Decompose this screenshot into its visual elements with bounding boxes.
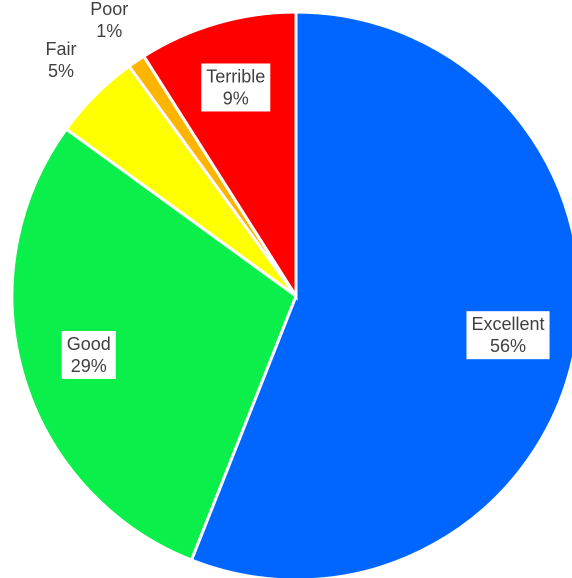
label-box	[466, 311, 550, 360]
value-label: 5%	[48, 61, 74, 81]
label-box	[201, 63, 271, 112]
pie-slice	[189, 10, 572, 578]
slice-label: Poor 1%	[90, 0, 128, 41]
value-label: 56%	[490, 336, 526, 356]
value-label: 29%	[71, 356, 107, 376]
category-label: Poor	[90, 0, 128, 19]
pie-slice	[10, 126, 298, 563]
value-label: 9%	[223, 88, 249, 108]
category-label: Good	[67, 334, 111, 354]
label-box	[61, 330, 116, 379]
category-label: Excellent	[471, 314, 544, 334]
category-label: Fair	[46, 39, 77, 59]
category-label: Terrible	[206, 66, 265, 86]
value-label: 1%	[96, 21, 122, 41]
